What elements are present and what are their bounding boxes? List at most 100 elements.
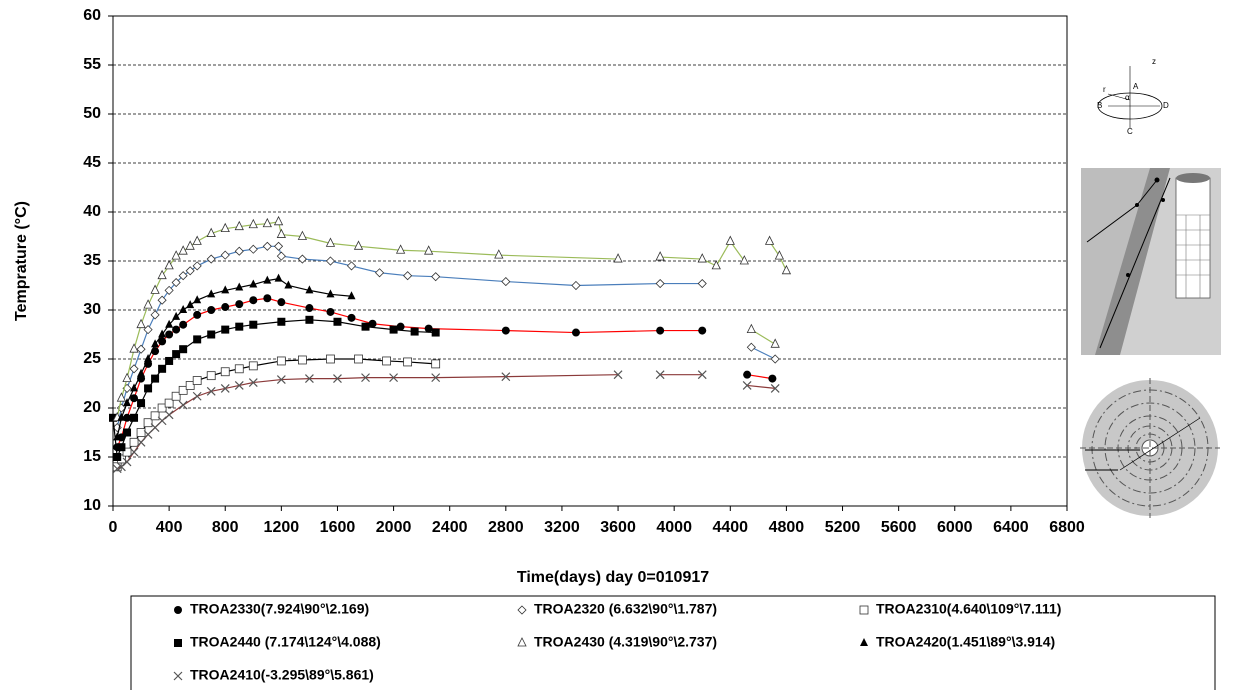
marker <box>143 299 153 309</box>
marker <box>157 269 167 280</box>
marker <box>284 280 293 289</box>
x-tick-label: 3600 <box>600 519 636 536</box>
marker <box>206 386 216 396</box>
marker <box>431 373 441 383</box>
x-tick-label: 1200 <box>264 519 300 536</box>
y-tick-label: 55 <box>83 56 101 73</box>
legend-label: TROA2410(-3.295\89°\5.861) <box>190 667 374 683</box>
marker <box>150 423 160 433</box>
marker <box>746 342 756 352</box>
marker <box>116 392 127 402</box>
marker <box>192 376 202 385</box>
marker <box>137 368 146 377</box>
marker <box>173 671 183 681</box>
marker <box>655 370 665 380</box>
marker <box>262 217 272 228</box>
x-tick-label: 3200 <box>544 519 580 536</box>
marker <box>297 355 307 365</box>
marker <box>697 370 707 380</box>
marker <box>192 261 202 271</box>
marker <box>117 412 126 421</box>
y-tick-label: 20 <box>83 399 101 416</box>
marker <box>655 251 665 261</box>
marker <box>109 413 117 422</box>
marker <box>185 240 195 250</box>
marker <box>770 354 780 364</box>
marker <box>129 364 139 374</box>
marker <box>151 374 160 383</box>
marker <box>136 428 146 437</box>
marker <box>178 271 188 281</box>
marker <box>501 277 511 287</box>
y-tick-label: 45 <box>83 154 101 171</box>
marker <box>389 373 399 383</box>
marker <box>220 367 230 377</box>
marker <box>164 410 174 420</box>
marker <box>325 256 336 266</box>
marker <box>249 279 258 288</box>
marker <box>172 311 181 320</box>
marker <box>571 280 581 291</box>
marker <box>424 324 433 333</box>
marker <box>774 250 785 260</box>
marker <box>382 356 391 366</box>
marker <box>859 605 869 615</box>
marker <box>206 371 216 381</box>
x-tick-label: 6000 <box>937 519 973 536</box>
marker <box>207 289 216 298</box>
marker <box>207 306 216 314</box>
inset-label: r <box>1103 85 1106 94</box>
x-tick-label: 6800 <box>1049 519 1085 536</box>
marker <box>137 399 146 408</box>
marker <box>164 285 174 295</box>
marker <box>117 443 126 452</box>
marker <box>347 291 356 300</box>
marker <box>361 322 370 331</box>
marker <box>781 264 792 275</box>
x-tick-label: 2000 <box>376 519 412 536</box>
marker <box>123 413 132 422</box>
marker <box>122 457 132 467</box>
inset-label: A <box>1133 82 1139 91</box>
marker <box>165 319 174 328</box>
y-tick-label: 40 <box>83 203 101 220</box>
marker <box>150 411 160 421</box>
marker <box>174 639 182 647</box>
legend-label: TROA2320 (6.632\90°\1.787) <box>534 601 717 617</box>
marker <box>193 335 202 344</box>
marker <box>305 285 314 294</box>
marker <box>179 345 188 354</box>
marker <box>186 300 195 309</box>
marker <box>144 354 153 362</box>
marker <box>263 294 272 303</box>
inset-label: z <box>1152 57 1156 66</box>
marker <box>172 325 181 334</box>
inset-label: α <box>1125 93 1130 102</box>
marker <box>129 437 139 447</box>
marker <box>157 295 167 305</box>
inset-diagrams: z r A B D C α <box>1080 57 1221 518</box>
marker <box>764 235 775 245</box>
marker <box>326 354 335 364</box>
y-tick-label: 50 <box>83 105 101 122</box>
x-tick-label: 1600 <box>320 519 356 536</box>
marker <box>304 374 314 384</box>
marker <box>248 218 258 229</box>
marker <box>150 284 160 294</box>
marker <box>697 278 707 289</box>
marker <box>276 375 286 385</box>
marker <box>136 318 146 329</box>
marker <box>347 313 356 322</box>
marker <box>221 325 230 334</box>
marker <box>235 322 244 331</box>
marker <box>860 638 868 646</box>
marker <box>178 400 188 410</box>
marker <box>185 381 195 390</box>
marker <box>221 285 230 294</box>
marker <box>297 230 308 240</box>
marker <box>431 272 441 282</box>
marker <box>151 339 160 348</box>
marker <box>234 220 244 231</box>
y-tick-label: 10 <box>83 497 101 514</box>
x-tick-label: 5600 <box>881 519 917 536</box>
